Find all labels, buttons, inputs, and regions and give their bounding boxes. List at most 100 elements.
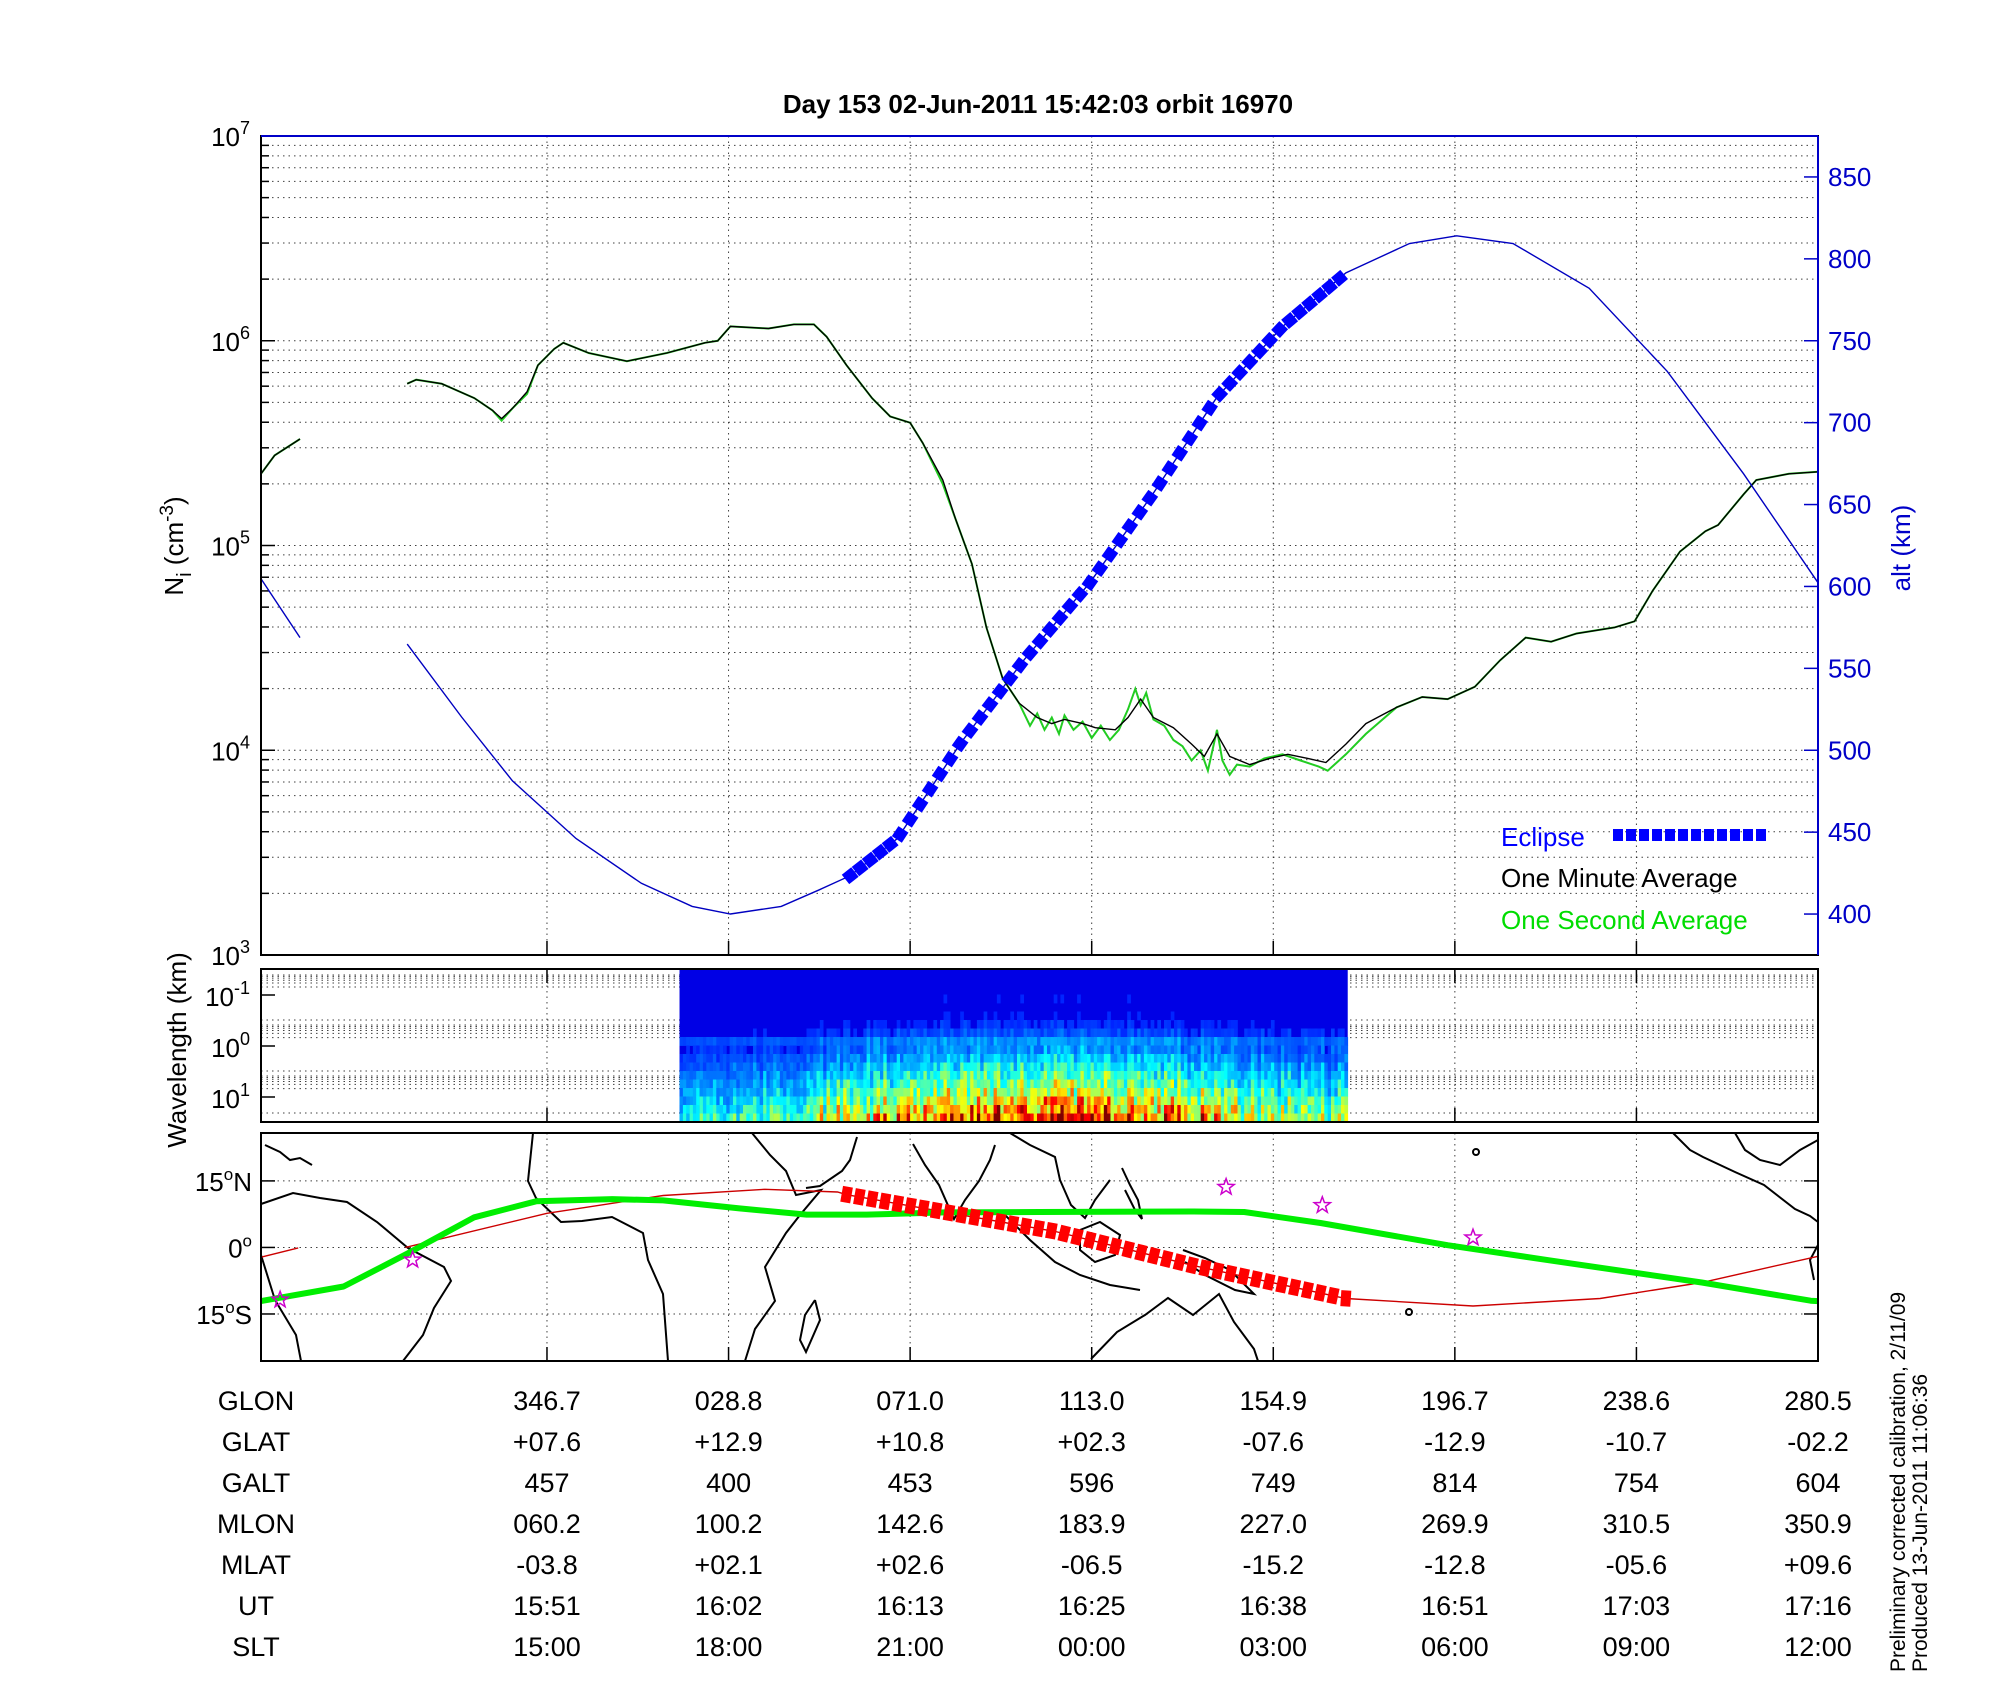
spectrogram-cell [1304, 1062, 1308, 1072]
spectrogram-cell [759, 1037, 764, 1046]
spectrogram-cell [816, 1028, 821, 1038]
spectrogram-cell [839, 1071, 844, 1080]
spectrogram-cell [863, 1096, 867, 1106]
spectrogram-cell [712, 1105, 717, 1114]
spectrogram-cell [819, 1054, 824, 1063]
spectrogram-cell [1010, 1028, 1014, 1038]
spectrogram-cell [936, 1045, 941, 1055]
hemisphere: N [233, 1167, 252, 1197]
spectrogram-cell [849, 1071, 854, 1080]
spectrogram-cell [1280, 1096, 1285, 1106]
eclipse-marker [871, 843, 889, 861]
spectrogram-cell [1133, 1062, 1138, 1072]
spectrogram-cell [986, 1105, 991, 1114]
table-cell: -03.8 [516, 1550, 578, 1580]
spectrogram-cell [833, 1088, 837, 1097]
spectrogram-cell [743, 1096, 747, 1106]
spectrogram-cell [993, 1105, 998, 1114]
spectrogram-cell [1234, 1054, 1238, 1063]
spectrogram-cell [1257, 1088, 1262, 1097]
spectrogram-cell [1133, 1071, 1138, 1080]
spectrogram-cell [1040, 1096, 1045, 1106]
spectrogram-cell [1337, 1113, 1342, 1123]
spectrogram-cell [993, 1037, 998, 1046]
spectrogram-cell [799, 1054, 804, 1063]
spectrogram-cell [976, 1088, 981, 1097]
spectrogram-cell [1294, 1088, 1298, 1097]
spectrogram-cell [926, 1113, 931, 1123]
spectrogram-cell [920, 1020, 924, 1029]
eclipse-marker [921, 780, 939, 798]
spectrogram-cell [769, 1079, 774, 1089]
spectrogram-cell [729, 1113, 734, 1123]
spectrogram-cell [723, 1045, 727, 1055]
spectrogram-cell [900, 1079, 904, 1089]
spectrogram-cell [956, 1113, 961, 1123]
spectrogram-cell [1057, 1020, 1061, 1029]
spectrogram-cell [1103, 1062, 1108, 1072]
spectrogram-cell [706, 1088, 710, 1097]
spectrogram-cell [856, 1079, 861, 1089]
spectrogram-cell [1043, 1020, 1048, 1029]
spectrogram-cell [1247, 1037, 1252, 1046]
spectrogram-cell [916, 1054, 921, 1063]
spectrogram-cell [960, 1020, 964, 1029]
spectrogram-cell [749, 1105, 754, 1114]
legend-eclipse-marker [1756, 829, 1766, 841]
spectrogram-cell [1197, 1088, 1202, 1097]
spectrogram-cell [1113, 1054, 1118, 1063]
spectrogram-cell [1017, 1037, 1021, 1046]
legend-eclipse-marker [1704, 829, 1714, 841]
spectrogram-cell [1214, 1096, 1218, 1106]
spectrogram-cell [1087, 1020, 1091, 1029]
spectrogram-cell [1234, 1096, 1238, 1106]
spectrogram-cell [883, 1105, 887, 1114]
spectrogram-cell [1030, 1037, 1034, 1046]
spectrogram-cell [1341, 1079, 1345, 1089]
spectrogram-cell [923, 1088, 928, 1097]
spectrogram-cell [1337, 1088, 1342, 1097]
spectrogram-cell [1050, 1096, 1055, 1106]
spectrogram-cell [719, 1079, 724, 1089]
spectrogram-cell [1227, 1028, 1232, 1038]
spectrogram-cell [996, 1062, 1001, 1072]
spectrogram-cell [806, 1062, 811, 1072]
spectrogram-cell [1097, 1037, 1101, 1046]
spectrogram-cell [766, 1088, 771, 1097]
spectrogram-cell [1080, 1079, 1085, 1089]
spectrogram-cell [1093, 1105, 1098, 1114]
spectrogram-cell [1090, 1113, 1095, 1123]
spectrogram-cell [829, 1071, 834, 1080]
spectrogram-cell [1304, 1079, 1308, 1089]
table-cell: 06:00 [1421, 1632, 1489, 1662]
spectrogram-cell [823, 1096, 827, 1106]
spectrogram-cell [1150, 1037, 1155, 1046]
spectrogram-cell [953, 1071, 958, 1080]
spectrogram-cell [819, 1088, 824, 1097]
spectrogram-cell [1334, 1045, 1339, 1055]
spectrogram-cell [1224, 1079, 1228, 1089]
spectrogram-cell [1127, 994, 1131, 1004]
spectrogram-cell [923, 1096, 928, 1106]
spectrogram-cell [1013, 1079, 1018, 1089]
table-cell: 142.6 [876, 1509, 944, 1539]
spectrogram-cell [1113, 1062, 1118, 1072]
table-cell: 154.9 [1240, 1386, 1308, 1416]
spectrogram-cell [986, 1096, 991, 1106]
spectrogram-cell [733, 1037, 737, 1046]
spectrogram-cell [1147, 1079, 1151, 1089]
spectrogram-cell [1133, 1105, 1138, 1114]
spectrogram-cell [886, 1062, 891, 1072]
spectrogram-cell [749, 1088, 754, 1097]
spectrogram-cell [983, 1096, 988, 1106]
spectrogram-cell [1000, 1105, 1004, 1114]
spectrogram-cell [1033, 1096, 1038, 1106]
spectrogram-cell [1254, 1079, 1258, 1089]
spectrogram-cell [1050, 1105, 1055, 1114]
spectrogram-cell [1000, 1062, 1004, 1072]
spectrogram-cell [1190, 1096, 1195, 1106]
spectrogram-cell [1207, 1062, 1212, 1072]
spectrogram-cell [1224, 1088, 1228, 1097]
spectrogram-cell [940, 1096, 944, 1106]
